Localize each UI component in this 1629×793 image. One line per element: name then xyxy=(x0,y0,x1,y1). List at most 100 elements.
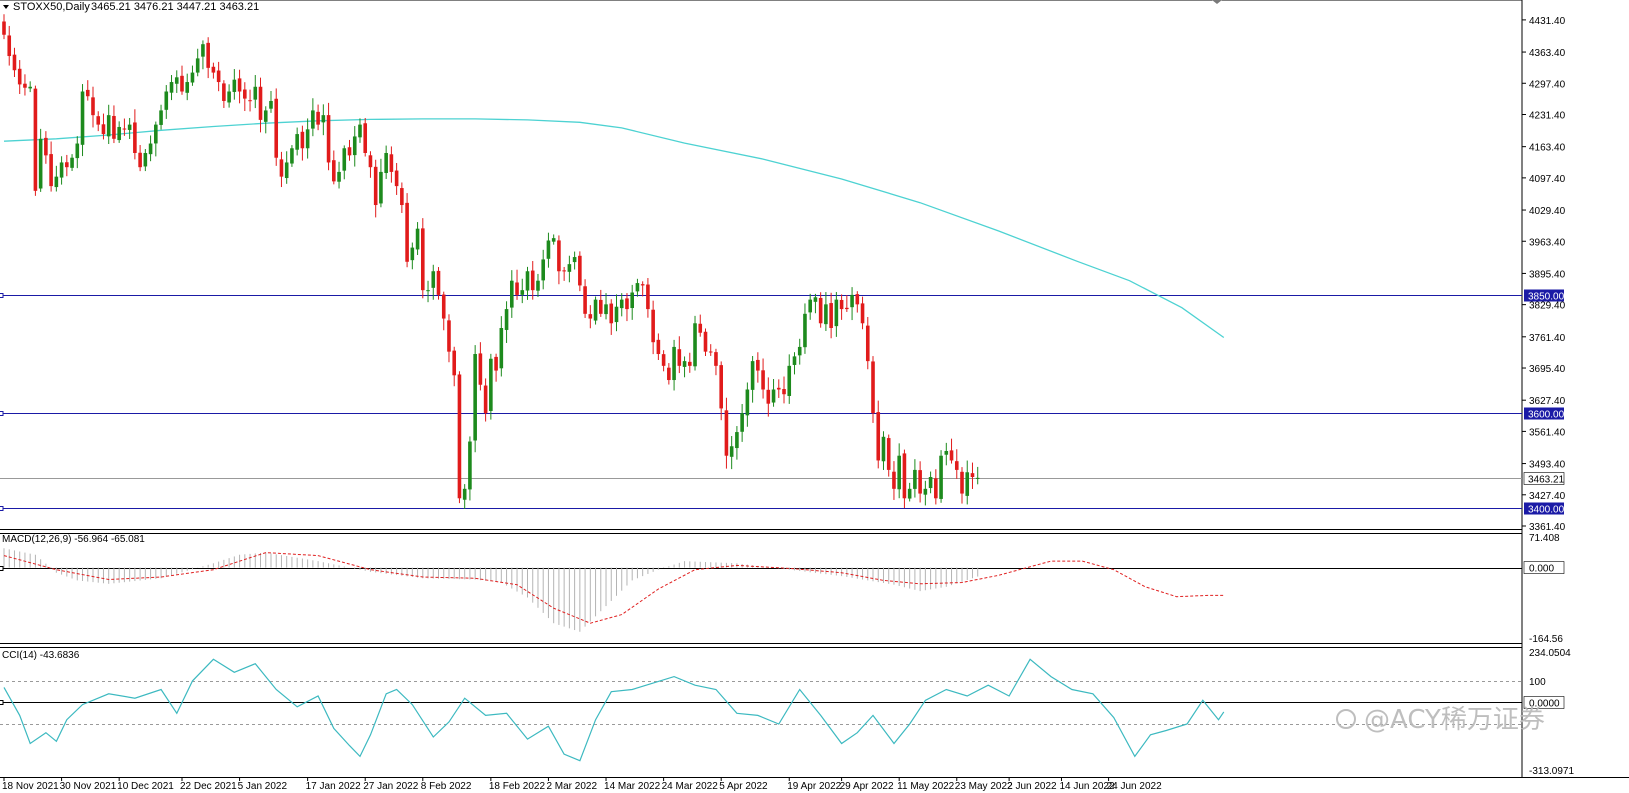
time-axis: 18 Nov 2021 30 Nov 2021 10 Dec 2021 22 Dec … xyxy=(2,777,1162,792)
candle-body xyxy=(441,294,446,319)
candle-body xyxy=(881,436,886,462)
candle xyxy=(300,125,305,161)
collapse-triangle-icon[interactable] xyxy=(3,5,9,9)
candle-body xyxy=(703,331,708,352)
candle xyxy=(154,121,158,157)
candle xyxy=(174,70,179,93)
time-tick-label: 18 Feb 2022 xyxy=(489,781,546,792)
candle-body xyxy=(965,472,970,496)
candle xyxy=(17,60,22,95)
price-tick-label: 3427.40 xyxy=(1529,491,1566,502)
candle xyxy=(211,62,216,79)
macd-signal-line xyxy=(3,552,1224,624)
candle-body xyxy=(640,284,645,286)
candle xyxy=(180,65,184,95)
macd-tick-label: 71.408 xyxy=(1529,533,1560,544)
horizontal-levels[interactable]: 3850.00 3600.00 3400.00 3463.21 xyxy=(0,289,1565,516)
candle-body xyxy=(541,259,546,281)
candle-body xyxy=(80,91,85,145)
candle xyxy=(735,426,739,460)
candle xyxy=(415,222,420,256)
candle xyxy=(54,165,59,192)
candle xyxy=(426,280,430,303)
candle xyxy=(489,353,493,420)
time-tick-label: 10 Dec 2021 xyxy=(117,781,174,792)
time-tick-label: 2 Jun 2022 xyxy=(1007,781,1057,792)
candle xyxy=(253,75,258,109)
candle xyxy=(447,314,451,363)
candle xyxy=(44,131,48,164)
candle-body xyxy=(954,461,959,470)
candle xyxy=(169,75,174,101)
candle-body xyxy=(284,162,289,179)
candle xyxy=(944,442,949,466)
candle xyxy=(515,269,519,300)
candle xyxy=(708,344,713,356)
candle xyxy=(457,371,462,504)
candle-body xyxy=(148,143,153,155)
candle xyxy=(850,287,854,321)
candle-body xyxy=(431,271,436,288)
candle-body xyxy=(222,83,226,101)
candle-body xyxy=(803,313,807,348)
candle xyxy=(939,450,943,503)
candle-body xyxy=(227,91,231,103)
candle-body xyxy=(567,264,572,272)
candle xyxy=(379,158,383,208)
price-tick-label: 3895.40 xyxy=(1529,269,1566,280)
candle-body xyxy=(562,270,566,272)
price-tick-label: 4431.40 xyxy=(1529,16,1566,27)
candle xyxy=(567,255,572,283)
candle xyxy=(405,193,409,268)
candle xyxy=(112,105,116,144)
candle-body xyxy=(792,356,797,365)
candle-body xyxy=(740,413,744,432)
candle xyxy=(719,361,723,421)
price-tick-label: 4163.40 xyxy=(1529,143,1566,154)
candle xyxy=(342,145,347,180)
candle xyxy=(504,301,509,343)
candle-body xyxy=(394,170,399,187)
candle-body xyxy=(708,351,713,353)
candle xyxy=(975,466,980,485)
candle xyxy=(729,436,734,470)
candle xyxy=(667,363,671,385)
candle xyxy=(703,328,708,357)
candle xyxy=(96,111,101,132)
candle-body xyxy=(201,44,205,57)
candle-body xyxy=(263,110,268,122)
candle-body xyxy=(243,89,247,99)
candle-body xyxy=(342,148,347,171)
candle-body xyxy=(520,290,525,295)
candle xyxy=(635,278,640,297)
candle xyxy=(2,14,6,40)
candle xyxy=(677,336,682,374)
candle-body xyxy=(347,147,352,156)
candle xyxy=(724,397,729,469)
time-tick-label: 17 Jan 2022 xyxy=(306,781,361,792)
price-tick-label: 4297.40 xyxy=(1529,79,1566,90)
candle-body xyxy=(630,292,634,309)
candle-body xyxy=(934,478,938,499)
candle xyxy=(363,118,368,157)
candle-body xyxy=(960,471,964,494)
candle-body xyxy=(54,176,59,188)
candle xyxy=(813,293,818,314)
candle-body xyxy=(892,471,896,489)
candle-body xyxy=(295,134,299,150)
candle-body xyxy=(274,98,279,158)
candle-body xyxy=(7,35,12,57)
candle xyxy=(845,295,849,312)
candle xyxy=(33,85,38,196)
candle xyxy=(295,127,299,156)
candle xyxy=(190,65,195,86)
candle xyxy=(661,350,666,372)
level-price-tag xyxy=(1524,407,1564,420)
candle-body xyxy=(363,123,368,153)
candle-body xyxy=(504,309,509,330)
candle-body xyxy=(143,152,148,167)
price-tick-label: 3695.40 xyxy=(1529,364,1566,375)
candle xyxy=(237,69,242,104)
candle-body xyxy=(70,157,74,168)
